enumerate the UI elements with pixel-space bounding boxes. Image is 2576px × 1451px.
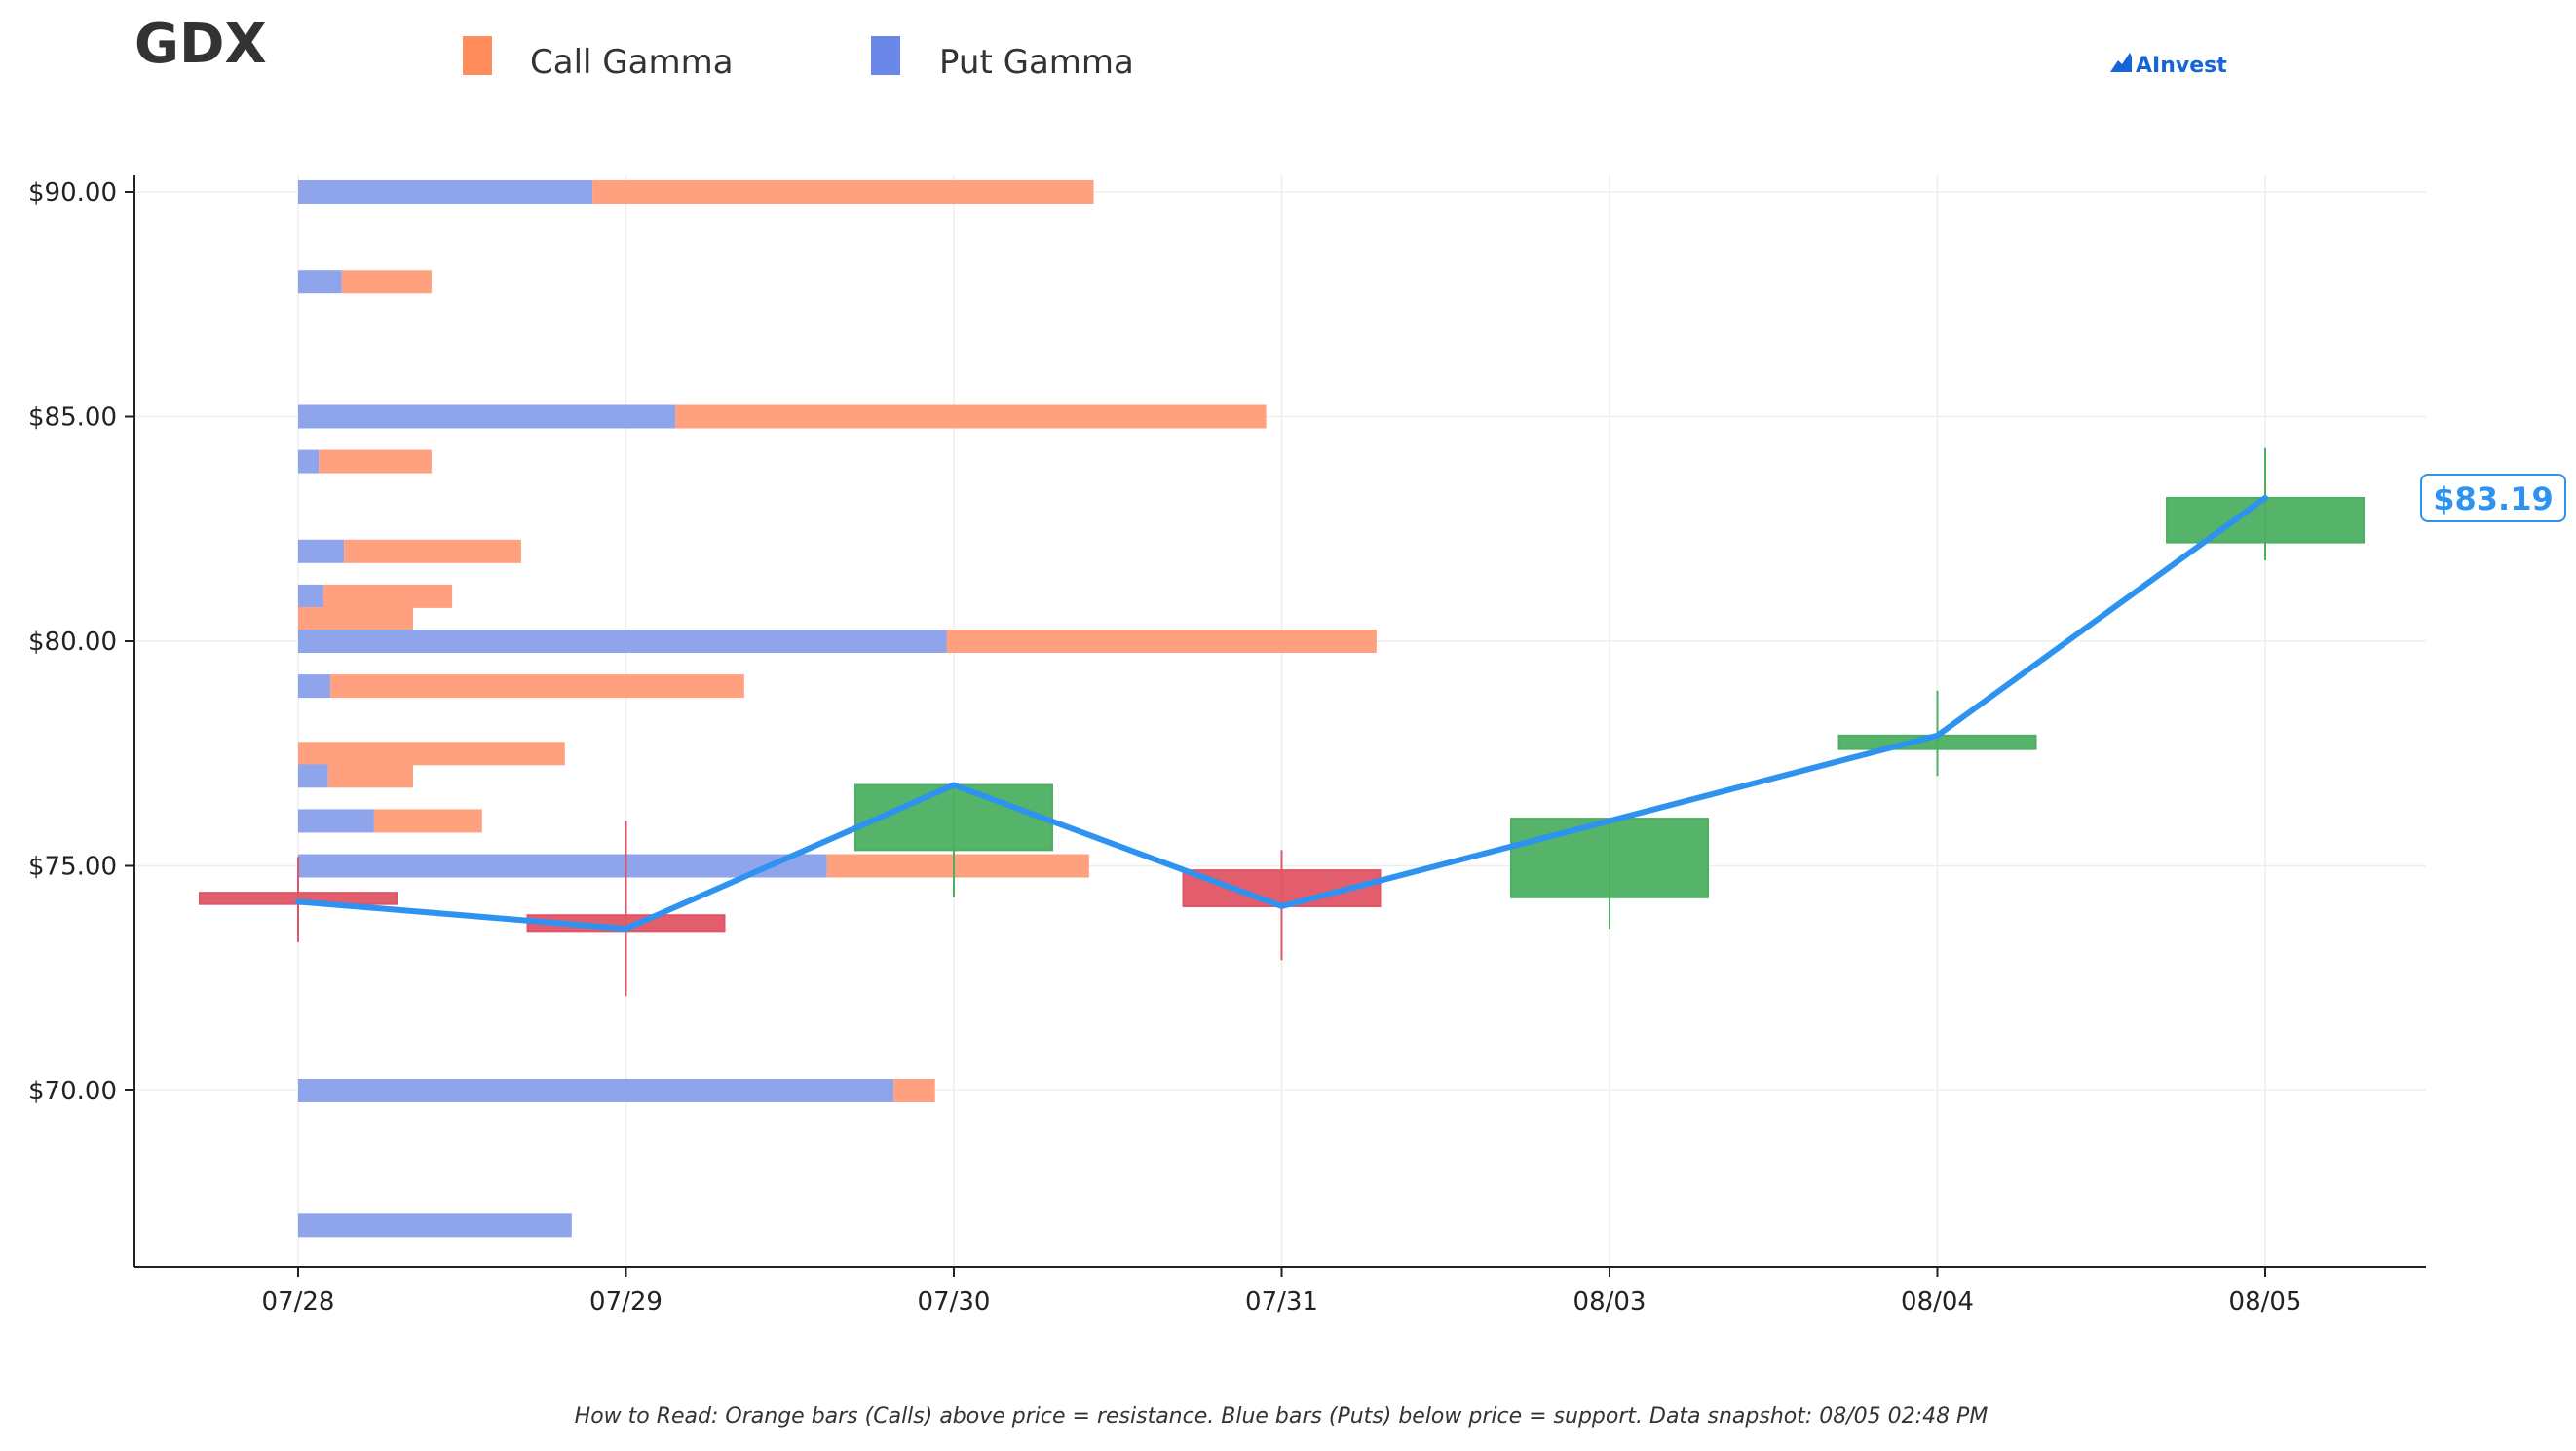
chart-title: GDX [134, 13, 267, 76]
call-gamma-bar [298, 606, 413, 630]
last-price-label: $83.19 [2433, 480, 2553, 517]
call-gamma-bar [327, 764, 413, 788]
y-tick-label: $70.00 [28, 1077, 117, 1106]
watermark-text: AInvest [2136, 54, 2227, 78]
labels-layer: $83.19 [2420, 473, 2566, 522]
call-gamma-bar [298, 742, 565, 766]
y-tick-label: $80.00 [28, 628, 117, 657]
call-gamma-bar [319, 449, 432, 474]
call-gamma-bar [322, 584, 453, 608]
legend-swatch-call [463, 36, 492, 75]
price-line-layer [295, 494, 2268, 933]
x-tick-label: 07/29 [589, 1287, 663, 1317]
x-tick-label: 08/04 [1901, 1287, 1974, 1317]
x-tick-label: 07/28 [262, 1287, 335, 1317]
call-gamma-bar [893, 1079, 935, 1102]
put-gamma-bar [298, 270, 342, 294]
y-tick-label: $75.00 [28, 853, 117, 882]
last-price-badge [2420, 473, 2566, 522]
put-gamma-bar [298, 449, 320, 474]
put-gamma-bar [298, 180, 593, 204]
put-gamma-bar [298, 1079, 894, 1102]
put-gamma-bar [298, 674, 331, 699]
x-tick-label: 08/03 [1573, 1287, 1647, 1317]
gamma-bars-layer [298, 180, 1377, 1238]
put-gamma-bar [298, 584, 323, 608]
put-gamma-bar [298, 764, 328, 788]
call-gamma-bar [373, 809, 482, 833]
candle-body [854, 783, 1053, 852]
axes-layer: $70.00 $75.00 $80.00 $85.00 $90.00 07/28 07/29… [28, 175, 2426, 1317]
put-gamma-bar [298, 809, 374, 833]
call-gamma-bar [344, 539, 521, 563]
legend-label-call: Call Gamma [530, 43, 734, 82]
legend-swatch-put [871, 36, 900, 75]
call-gamma-bar [826, 854, 1089, 878]
candle-body [1510, 818, 1709, 898]
call-gamma-bar [675, 404, 1267, 429]
put-gamma-bar [298, 630, 947, 653]
price-line [295, 494, 2268, 933]
x-tick-label: 07/31 [1245, 1287, 1318, 1317]
put-gamma-bar [298, 854, 827, 878]
grid-layer [134, 175, 2426, 1267]
legend-label-put: Put Gamma [939, 43, 1134, 82]
put-gamma-bar [298, 539, 345, 563]
y-tick-label: $85.00 [28, 403, 117, 433]
call-gamma-bar [592, 180, 1094, 204]
ainvest-logo-icon [2110, 53, 2132, 72]
call-gamma-bar [946, 630, 1377, 653]
put-gamma-bar [298, 404, 676, 429]
call-gamma-bar [330, 674, 744, 699]
y-tick-label: $90.00 [28, 178, 117, 208]
call-gamma-bar [341, 270, 432, 294]
watermark-logo: AInvest [2110, 53, 2227, 78]
footnote: How to Read: Orange bars (Calls) above p… [575, 1404, 1989, 1429]
x-tick-label: 08/05 [2229, 1287, 2302, 1317]
x-tick-label: 07/30 [918, 1287, 991, 1317]
put-gamma-bar [298, 1213, 572, 1238]
candle-body [2166, 496, 2365, 544]
